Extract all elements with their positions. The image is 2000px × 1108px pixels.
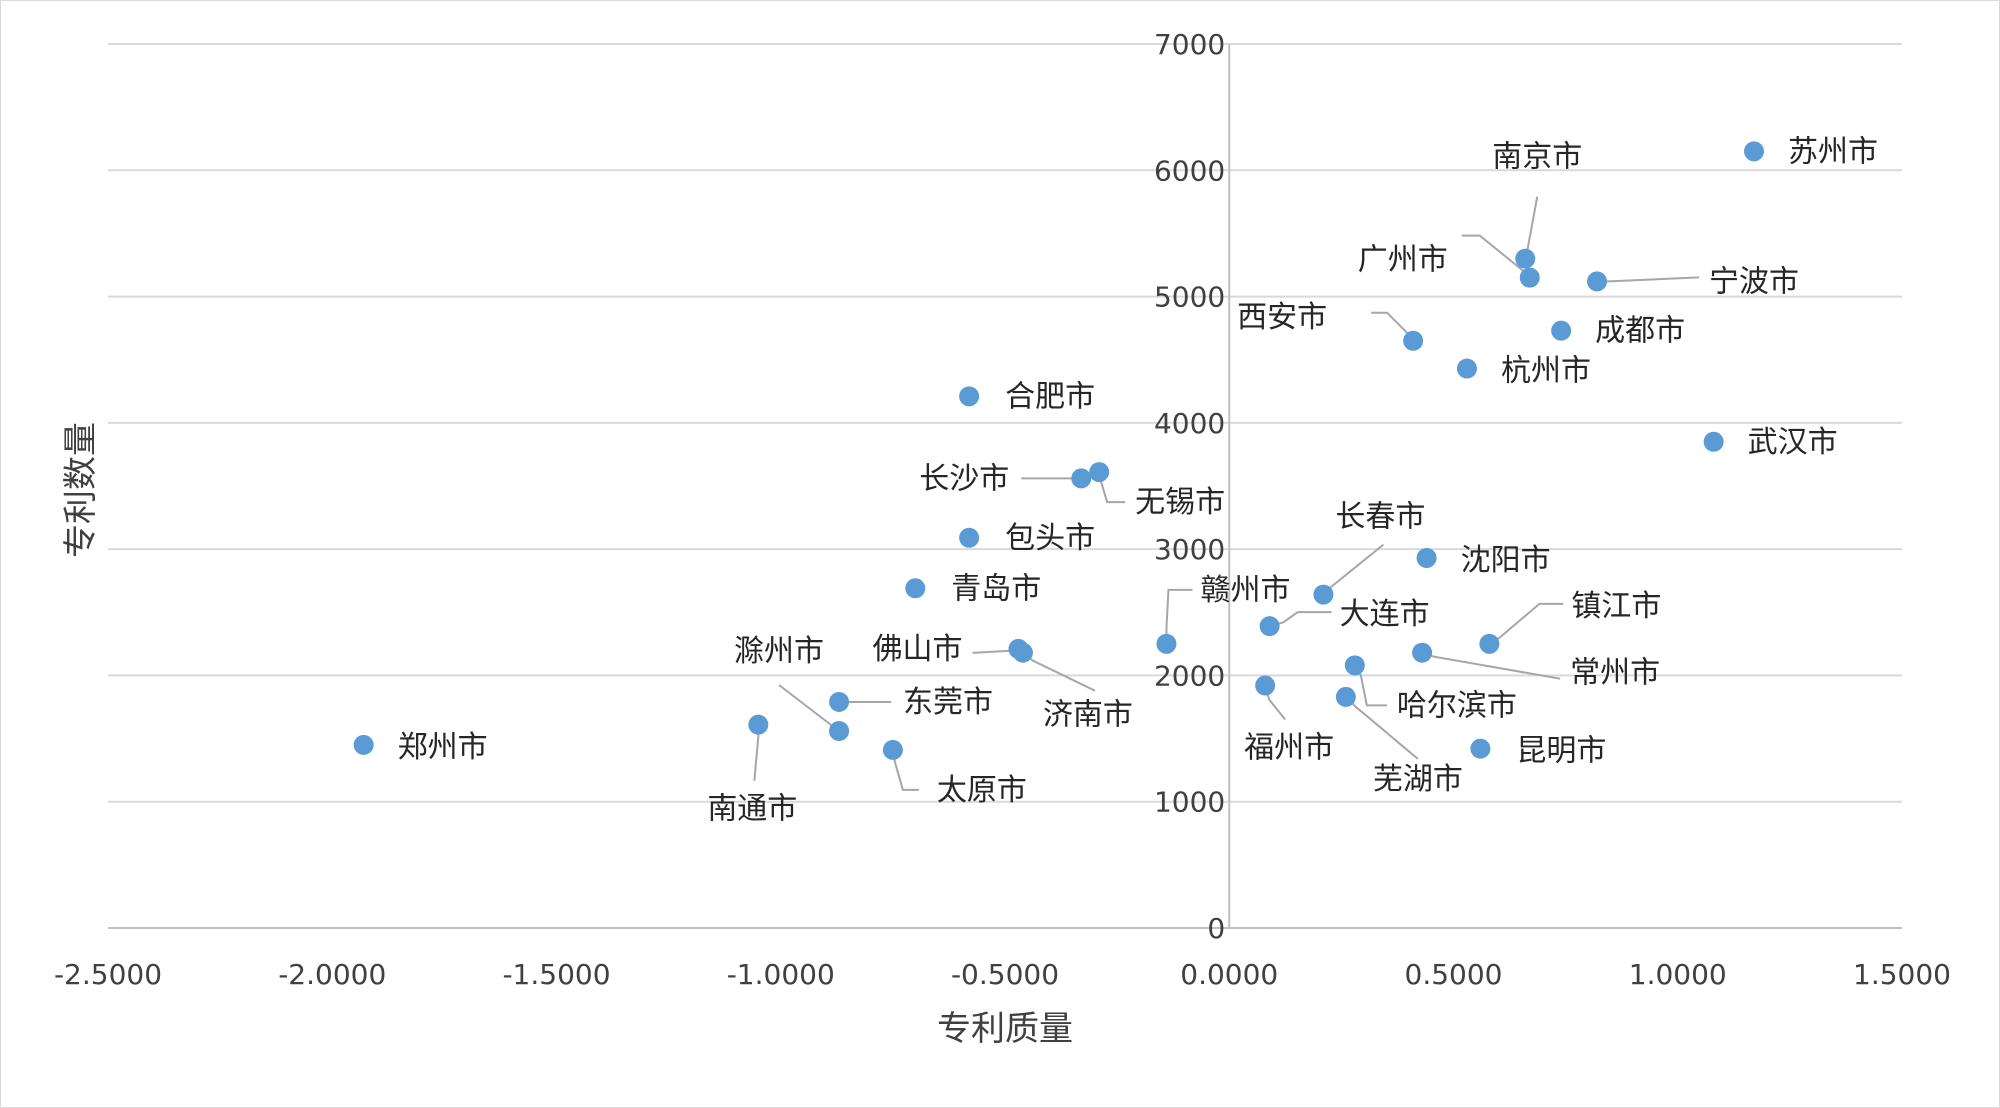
data-label: 无锡市 [1135, 485, 1225, 520]
x-tick-label: -1.0000 [727, 958, 835, 991]
data-label: 太原市 [937, 773, 1027, 808]
data-point [1456, 358, 1477, 379]
y-tick-label: 7000 [1154, 28, 1225, 61]
y-tick-label: 2000 [1154, 659, 1225, 692]
data-points [353, 141, 1764, 760]
data-point [1703, 431, 1724, 452]
data-point [1259, 616, 1280, 637]
data-point [1416, 547, 1437, 568]
axes [108, 44, 1902, 929]
tick-labels: 0 1000 2000 3000 4000 5000 6000 7000 -2.5000 -2.0… [54, 28, 1951, 991]
data-point [1519, 267, 1540, 288]
data-point [1403, 330, 1424, 351]
x-tick-label: -2.0000 [278, 958, 386, 991]
data-point [1255, 675, 1276, 696]
leader-line [1488, 602, 1564, 645]
data-label: 济南市 [1043, 698, 1133, 733]
x-axis-title: 专利质量 [937, 1009, 1073, 1049]
data-point [748, 714, 769, 735]
y-tick-label: 6000 [1154, 154, 1225, 187]
y-tick-label: 3000 [1154, 533, 1225, 566]
data-point [1470, 738, 1491, 759]
data-point [1479, 633, 1500, 654]
data-point [1587, 271, 1608, 292]
data-label: 苏州市 [1788, 134, 1878, 169]
leader-line [1022, 651, 1096, 692]
data-label: 赣州市 [1200, 573, 1290, 608]
data-label: 滁州市 [734, 634, 824, 669]
x-tick-label: 0.5000 [1405, 958, 1503, 991]
data-label: 东莞市 [903, 685, 993, 720]
x-tick-label: 1.0000 [1629, 958, 1727, 991]
data-label: 长春市 [1335, 500, 1425, 535]
data-label: 镇江市 [1571, 589, 1661, 624]
data-point [1551, 320, 1572, 341]
y-axis-title: 专利数量 [61, 422, 101, 558]
y-tick-label: 0 [1207, 912, 1225, 945]
data-label: 郑州市 [398, 730, 488, 765]
data-label: 青岛市 [951, 571, 1041, 606]
y-tick-label: 5000 [1154, 281, 1225, 314]
data-point [1515, 248, 1536, 269]
data-point [1412, 642, 1433, 663]
leader-line [1322, 543, 1385, 596]
data-label: 南通市 [707, 792, 797, 827]
data-point [1089, 462, 1110, 483]
data-label: 宁波市 [1709, 264, 1799, 299]
x-tick-label: 0.0000 [1180, 958, 1278, 991]
x-tick-label: -1.5000 [502, 958, 610, 991]
data-point [1071, 468, 1092, 489]
data-point [829, 720, 850, 741]
data-label: 昆明市 [1516, 734, 1606, 769]
data-point [1313, 584, 1334, 605]
leader-line [1597, 276, 1700, 283]
x-tick-label: 1.5000 [1853, 958, 1951, 991]
leader-lines [753, 196, 1700, 791]
data-point [1156, 633, 1177, 654]
leader-line [778, 684, 840, 732]
data-label: 芜湖市 [1373, 762, 1463, 797]
y-tick-label: 4000 [1154, 407, 1225, 440]
data-label: 杭州市 [1501, 354, 1591, 389]
x-tick-label: -0.5000 [951, 958, 1059, 991]
data-label: 福州市 [1244, 731, 1334, 766]
data-point [1344, 655, 1365, 676]
data-point [905, 578, 926, 599]
data-point [959, 527, 980, 548]
data-label: 沈阳市 [1461, 543, 1551, 578]
data-point [829, 691, 850, 712]
x-tick-label: -2.5000 [54, 958, 162, 991]
grid-lines [108, 43, 1902, 803]
data-label: 大连市 [1340, 597, 1430, 632]
data-label: 成都市 [1595, 314, 1685, 349]
data-label: 合肥市 [1005, 379, 1095, 414]
data-label: 广州市 [1358, 243, 1448, 278]
data-label: 西安市 [1237, 300, 1327, 335]
data-point [353, 734, 374, 755]
data-point [959, 386, 980, 407]
data-point [882, 739, 903, 760]
data-label: 哈尔滨市 [1397, 688, 1517, 723]
data-point [1012, 642, 1033, 663]
data-point [1335, 686, 1356, 707]
data-label: 南京市 [1492, 140, 1582, 175]
data-point [1743, 141, 1764, 162]
data-label: 佛山市 [872, 632, 962, 667]
data-label: 长沙市 [919, 461, 1009, 496]
data-label: 包头市 [1005, 521, 1095, 556]
y-tick-label: 1000 [1154, 786, 1225, 819]
data-label: 武汉市 [1748, 425, 1838, 460]
data-label: 常州市 [1570, 656, 1660, 691]
